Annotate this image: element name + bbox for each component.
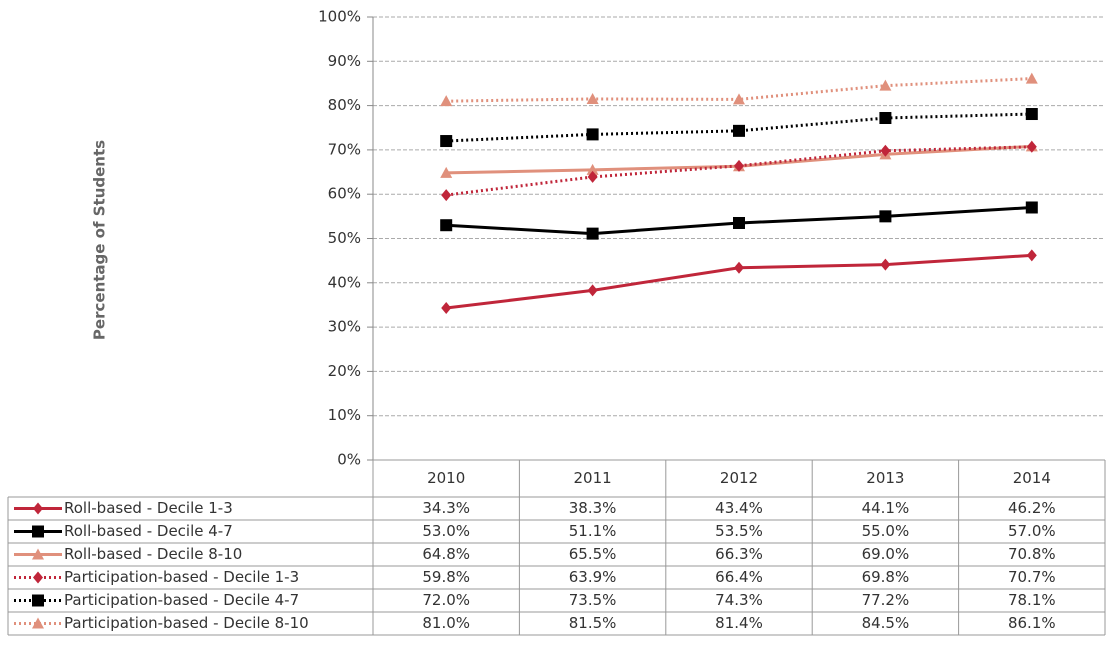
- marker: [879, 210, 892, 223]
- table-value: 65.5%: [569, 545, 617, 563]
- marker: [1026, 140, 1037, 153]
- marker: [440, 95, 453, 107]
- marker: [586, 227, 599, 240]
- y-tick-label: 90%: [328, 52, 361, 70]
- table-value: 66.4%: [715, 568, 763, 586]
- marker: [880, 144, 891, 157]
- table-value: 55.0%: [862, 522, 910, 540]
- legend-label: Roll-based - Decile 4-7: [64, 522, 233, 540]
- y-tick-label: 30%: [328, 318, 361, 336]
- table-value: 34.3%: [422, 499, 470, 517]
- x-tick-label: 2012: [720, 469, 758, 487]
- legend-key-marker: [33, 571, 43, 584]
- legend-label: Participation-based - Decile 1-3: [64, 568, 299, 586]
- marker: [586, 128, 599, 141]
- table-value: 84.5%: [862, 614, 910, 632]
- marker: [441, 302, 452, 315]
- x-tick-label: 2013: [866, 469, 904, 487]
- table-value: 43.4%: [715, 499, 763, 517]
- table-value: 86.1%: [1008, 614, 1056, 632]
- legend-key-marker: [32, 594, 44, 607]
- marker: [1025, 201, 1038, 214]
- table-value: 66.3%: [715, 545, 763, 563]
- table-value: 57.0%: [1008, 522, 1056, 540]
- table-value: 72.0%: [422, 591, 470, 609]
- marker: [733, 216, 745, 229]
- marker: [440, 166, 453, 178]
- series-line: [446, 145, 1032, 197]
- y-tick-label: 60%: [328, 185, 361, 203]
- marker: [734, 261, 744, 274]
- legend-label: Participation-based - Decile 4-7: [64, 591, 299, 609]
- table-value: 53.0%: [422, 522, 470, 540]
- table-value: 51.1%: [569, 522, 617, 540]
- table-value: 64.8%: [422, 545, 470, 563]
- table-value: 38.3%: [569, 499, 617, 517]
- x-tick-label: 2010: [427, 469, 465, 487]
- marker: [880, 258, 891, 271]
- marker: [441, 189, 452, 202]
- table-value: 46.2%: [1008, 499, 1056, 517]
- marker: [586, 163, 599, 175]
- y-axis-title: Percentage of Students: [91, 140, 109, 340]
- y-tick-label: 70%: [328, 140, 361, 158]
- legend-label: Roll-based - Decile 8-10: [64, 545, 242, 563]
- table-value: 81.0%: [422, 614, 470, 632]
- y-tick-label: 40%: [328, 273, 361, 291]
- marker: [1025, 72, 1038, 84]
- table-value: 81.4%: [715, 614, 763, 632]
- legend-label: Participation-based - Decile 8-10: [64, 614, 309, 632]
- table-value: 81.5%: [569, 614, 617, 632]
- table-value: 69.0%: [862, 545, 910, 563]
- marker: [879, 112, 892, 125]
- legend-label: Roll-based - Decile 1-3: [64, 499, 233, 517]
- marker: [879, 79, 892, 91]
- marker: [1026, 249, 1037, 262]
- x-tick-label: 2014: [1013, 469, 1051, 487]
- y-tick-label: 100%: [318, 8, 361, 26]
- marker: [733, 124, 745, 137]
- marker: [1025, 108, 1038, 121]
- legend-key-marker: [33, 502, 43, 515]
- y-tick-label: 0%: [337, 451, 361, 469]
- table-value: 44.1%: [862, 499, 910, 517]
- marker: [440, 219, 453, 232]
- y-tick-label: 20%: [328, 362, 361, 380]
- y-tick-label: 80%: [328, 96, 361, 114]
- marker: [440, 135, 453, 148]
- table-value: 53.5%: [715, 522, 763, 540]
- x-tick-label: 2011: [574, 469, 612, 487]
- marker: [733, 93, 745, 105]
- table-value: 70.8%: [1008, 545, 1056, 563]
- marker: [587, 284, 598, 297]
- legend-key-marker: [32, 617, 44, 629]
- legend-key-marker: [32, 548, 44, 560]
- table-value: 74.3%: [715, 591, 763, 609]
- table-value: 73.5%: [569, 591, 617, 609]
- table-value: 59.8%: [422, 568, 470, 586]
- marker: [586, 92, 599, 104]
- marker: [587, 170, 598, 183]
- marker: [734, 159, 744, 172]
- table-value: 77.2%: [862, 591, 910, 609]
- table-value: 78.1%: [1008, 591, 1056, 609]
- legend-key-marker: [32, 525, 44, 538]
- table-value: 63.9%: [569, 568, 617, 586]
- table-value: 70.7%: [1008, 568, 1056, 586]
- y-tick-label: 50%: [328, 229, 361, 247]
- table-value: 69.8%: [862, 568, 910, 586]
- y-tick-label: 10%: [328, 406, 361, 424]
